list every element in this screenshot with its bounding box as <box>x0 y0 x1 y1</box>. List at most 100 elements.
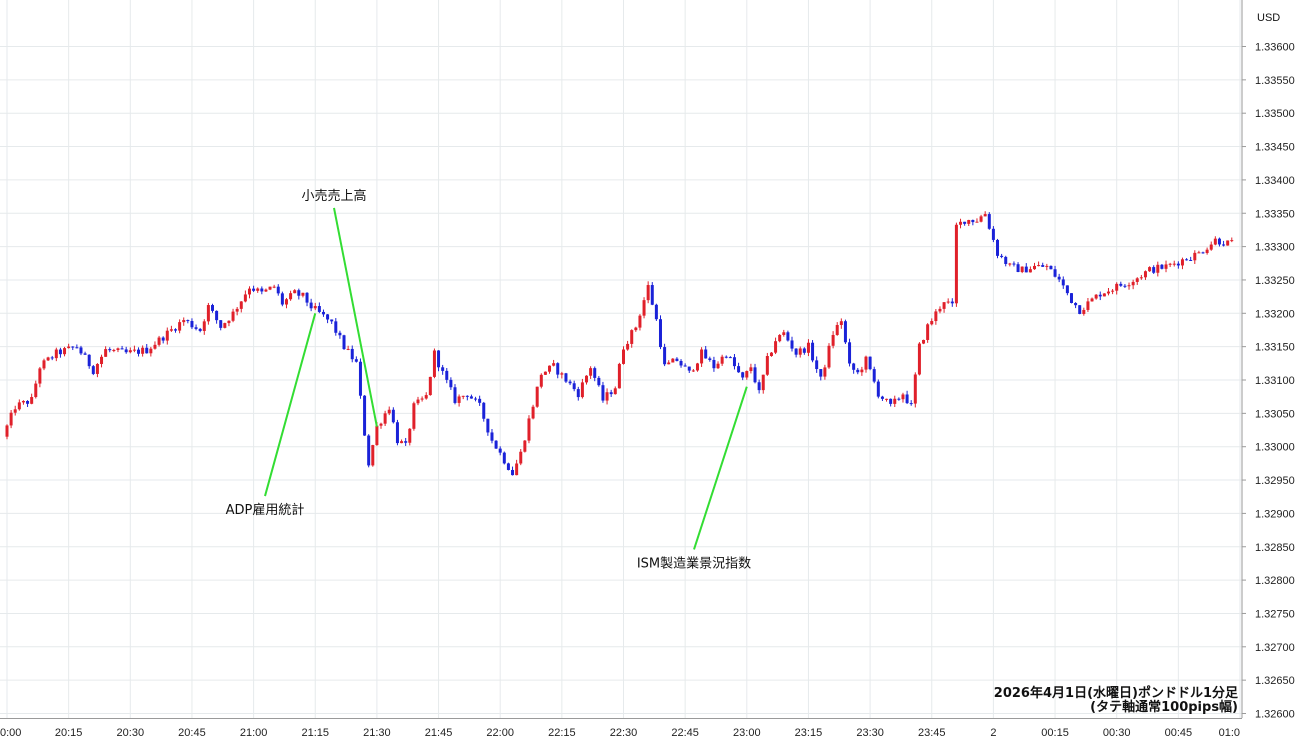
candle-body <box>835 324 839 335</box>
candle-body <box>950 301 954 304</box>
candle-body <box>272 286 276 288</box>
x-tick-label: 22:30 <box>610 727 638 739</box>
chart-caption-line2: (タテ軸通常100pips幅) <box>1090 699 1238 715</box>
candle-body <box>691 370 695 372</box>
y-tick-label: 1.32800 <box>1255 575 1295 587</box>
candle-body <box>794 348 798 355</box>
annotation-label: ADP雇用統計 <box>226 502 305 518</box>
candle-body <box>872 369 876 382</box>
candle-body <box>576 389 580 398</box>
candle-body <box>338 332 342 336</box>
candle-body <box>108 349 112 351</box>
candle-body <box>375 425 379 446</box>
y-tick-label: 1.33250 <box>1255 275 1295 287</box>
candle-body <box>1205 249 1209 254</box>
candle-body <box>227 320 231 324</box>
y-tick-label: 1.32900 <box>1255 508 1295 520</box>
candle-body <box>408 428 412 443</box>
y-tick-label: 1.33100 <box>1255 375 1295 387</box>
candle-body <box>252 288 256 291</box>
candle-body <box>938 308 942 312</box>
candle-body <box>1185 259 1189 261</box>
candle-body <box>1020 266 1024 273</box>
candle-body <box>453 387 457 403</box>
candle-body <box>67 346 71 349</box>
y-tick-label: 1.33150 <box>1255 342 1295 354</box>
candle-body <box>350 348 354 360</box>
candle-body <box>601 385 605 401</box>
candle-body <box>585 375 589 383</box>
y-tick-label: 1.33000 <box>1255 442 1295 454</box>
candle-body <box>539 374 543 387</box>
candle-body <box>1041 265 1045 267</box>
candle-body <box>1090 298 1094 302</box>
candle-body <box>9 412 13 426</box>
candle-body <box>769 352 773 357</box>
candle-body <box>1180 259 1184 266</box>
candle-body <box>441 367 445 371</box>
candle-body <box>502 452 506 464</box>
candle-body <box>174 329 178 331</box>
candle-body <box>330 319 334 322</box>
candle-body <box>358 361 362 396</box>
candle-body <box>371 445 375 466</box>
candle-body <box>926 324 930 340</box>
candle-body <box>223 323 227 328</box>
candle-body <box>1135 278 1139 282</box>
x-tick-label: 2 <box>990 727 996 739</box>
candle-body <box>856 369 860 373</box>
candle-body <box>589 368 593 376</box>
x-tick-label: 01:0 <box>1219 727 1240 739</box>
candle-body <box>1037 265 1041 267</box>
x-tick-label: 22:00 <box>486 727 514 739</box>
candle-body <box>1008 263 1012 265</box>
y-tick-label: 1.33050 <box>1255 408 1295 420</box>
candle-body <box>367 435 371 466</box>
x-tick-label: 23:00 <box>733 727 761 739</box>
candle-body <box>457 396 461 403</box>
candle-body <box>1045 265 1049 267</box>
candle-body <box>1119 283 1123 286</box>
annotation-line <box>264 313 317 497</box>
candle-body <box>132 349 136 351</box>
candle-body <box>165 330 169 341</box>
candle-body <box>141 347 145 354</box>
candle-body <box>552 363 556 366</box>
candle-body <box>654 304 658 320</box>
candle-body <box>264 289 268 292</box>
candle-body <box>190 321 194 328</box>
candle-body <box>58 349 62 355</box>
candle-body <box>169 329 173 331</box>
candle-body <box>194 327 198 329</box>
candle-body <box>811 342 815 361</box>
candle-body <box>819 369 823 377</box>
candle-body <box>482 402 486 419</box>
x-tick-label: 21:45 <box>425 727 453 739</box>
x-tick-label: 23:45 <box>918 727 946 739</box>
candle-body <box>182 320 186 323</box>
x-tick-label: 0:00 <box>0 727 21 739</box>
candle-body <box>671 358 675 363</box>
candle-body <box>983 214 987 217</box>
x-tick-label: 23:30 <box>856 727 884 739</box>
candle-body <box>527 418 531 441</box>
candle-body <box>34 383 38 398</box>
candle-body <box>404 441 408 443</box>
candle-body <box>498 448 502 453</box>
candle-body <box>63 348 67 355</box>
x-tick-label: 20:15 <box>55 727 83 739</box>
candle-body <box>572 383 576 390</box>
candle-body <box>843 321 847 343</box>
candle-body <box>642 300 646 316</box>
candle-body <box>54 349 58 359</box>
candle-body <box>247 288 251 295</box>
candle-body <box>1164 264 1168 269</box>
candle-body <box>474 398 478 400</box>
candle-body <box>1230 240 1234 242</box>
candle-body <box>379 423 383 426</box>
candle-body <box>1061 279 1065 286</box>
candle-body <box>934 311 938 322</box>
candle-body <box>478 398 482 403</box>
candle-body <box>198 328 202 331</box>
